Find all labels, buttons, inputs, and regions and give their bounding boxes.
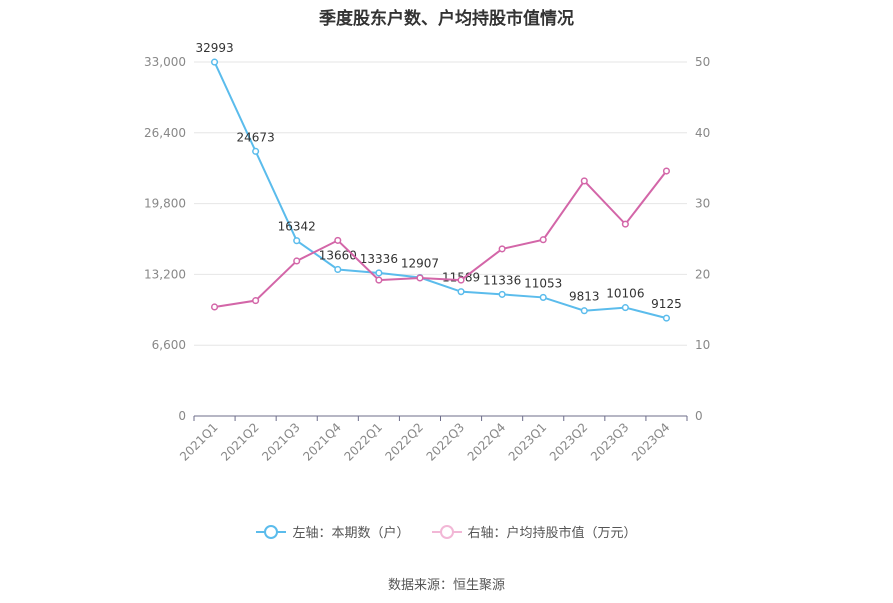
data-label: 12907	[401, 257, 439, 271]
data-point	[498, 290, 506, 298]
data-label: 11053	[524, 276, 562, 290]
data-point	[210, 303, 219, 311]
left-axis-tick-label: 13,200	[144, 267, 186, 281]
x-axis-tick-label: 2021Q3	[259, 420, 303, 464]
series-line-0	[213, 61, 667, 320]
right-axis-tick-label: 30	[695, 197, 710, 211]
x-axis-tick-label: 2022Q4	[465, 420, 509, 464]
data-label: 10106	[606, 287, 644, 301]
x-axis-tick-label: 2023Q3	[588, 420, 632, 464]
right-axis-tick-label: 50	[695, 55, 710, 69]
legend-label-avg-value: 右轴：户均持股市值（万元）	[467, 526, 637, 541]
data-point	[252, 297, 260, 305]
left-axis-tick-label: 19,800	[144, 197, 186, 211]
x-axis-tick-label: 2023Q4	[629, 420, 673, 464]
data-point	[375, 276, 383, 284]
right-axis-tick-label: 10	[695, 338, 710, 352]
right-axis-tick-label: 20	[695, 267, 710, 281]
data-point	[210, 58, 219, 66]
data-point	[580, 177, 588, 185]
data-point	[293, 257, 301, 265]
legend-label-households: 左轴：本期数（户）	[292, 526, 410, 541]
x-axis-tick-label: 2023Q2	[547, 420, 591, 464]
legend-swatch-households	[256, 524, 287, 539]
data-label: 9125	[651, 297, 682, 311]
x-axis-tick-label: 2022Q3	[424, 420, 468, 464]
data-label: 9813	[569, 290, 600, 304]
data-point	[621, 220, 629, 228]
legend-item-avg-value[interactable]: 右轴：户均持股市值（万元）	[431, 522, 637, 541]
data-label: 16342	[278, 220, 316, 234]
data-label: 13336	[360, 252, 398, 266]
data-point	[293, 237, 301, 245]
chart-legend: 左轴：本期数（户） 右轴：户均持股市值（万元）	[0, 522, 893, 541]
left-axis-tick-label: 26,400	[144, 126, 186, 140]
data-label: 13660	[319, 248, 357, 262]
data-point	[498, 245, 506, 253]
x-axis-tick-label: 2022Q1	[341, 420, 385, 464]
data-label: 24673	[237, 130, 275, 144]
left-axis-tick-label: 0	[178, 409, 186, 423]
left-axis-tick-label: 6,600	[152, 338, 186, 352]
data-point	[457, 288, 465, 296]
data-source: 数据来源：恒生聚源	[387, 578, 505, 593]
series-line-1	[214, 170, 668, 308]
data-point	[457, 276, 465, 284]
data-point	[662, 314, 671, 322]
data-point	[539, 293, 547, 301]
chart-title: 季度股东户数、户均持股市值情况	[319, 9, 574, 29]
x-axis-tick-label: 2021Q2	[218, 420, 262, 464]
legend-swatch-avg-value	[431, 524, 462, 539]
data-point	[416, 274, 424, 282]
data-point	[539, 236, 547, 244]
data-point	[621, 304, 629, 312]
x-axis-tick-label: 2023Q1	[506, 420, 550, 464]
right-axis-tick-label: 0	[695, 409, 703, 423]
x-axis-tick-label: 2021Q1	[177, 420, 221, 464]
data-label: 32993	[195, 41, 233, 55]
data-point	[375, 269, 383, 277]
data-point	[334, 265, 342, 274]
data-point	[580, 307, 588, 315]
data-point	[662, 167, 671, 175]
x-axis-tick-label: 2021Q4	[300, 420, 344, 464]
data-label: 11336	[483, 273, 521, 287]
data-point	[334, 236, 342, 244]
left-axis-tick-label: 33,000	[144, 55, 186, 69]
x-axis-tick-label: 2022Q2	[383, 420, 427, 464]
legend-item-households[interactable]: 左轴：本期数（户）	[256, 522, 410, 541]
right-axis-tick-label: 40	[695, 126, 710, 140]
data-point	[252, 147, 260, 155]
